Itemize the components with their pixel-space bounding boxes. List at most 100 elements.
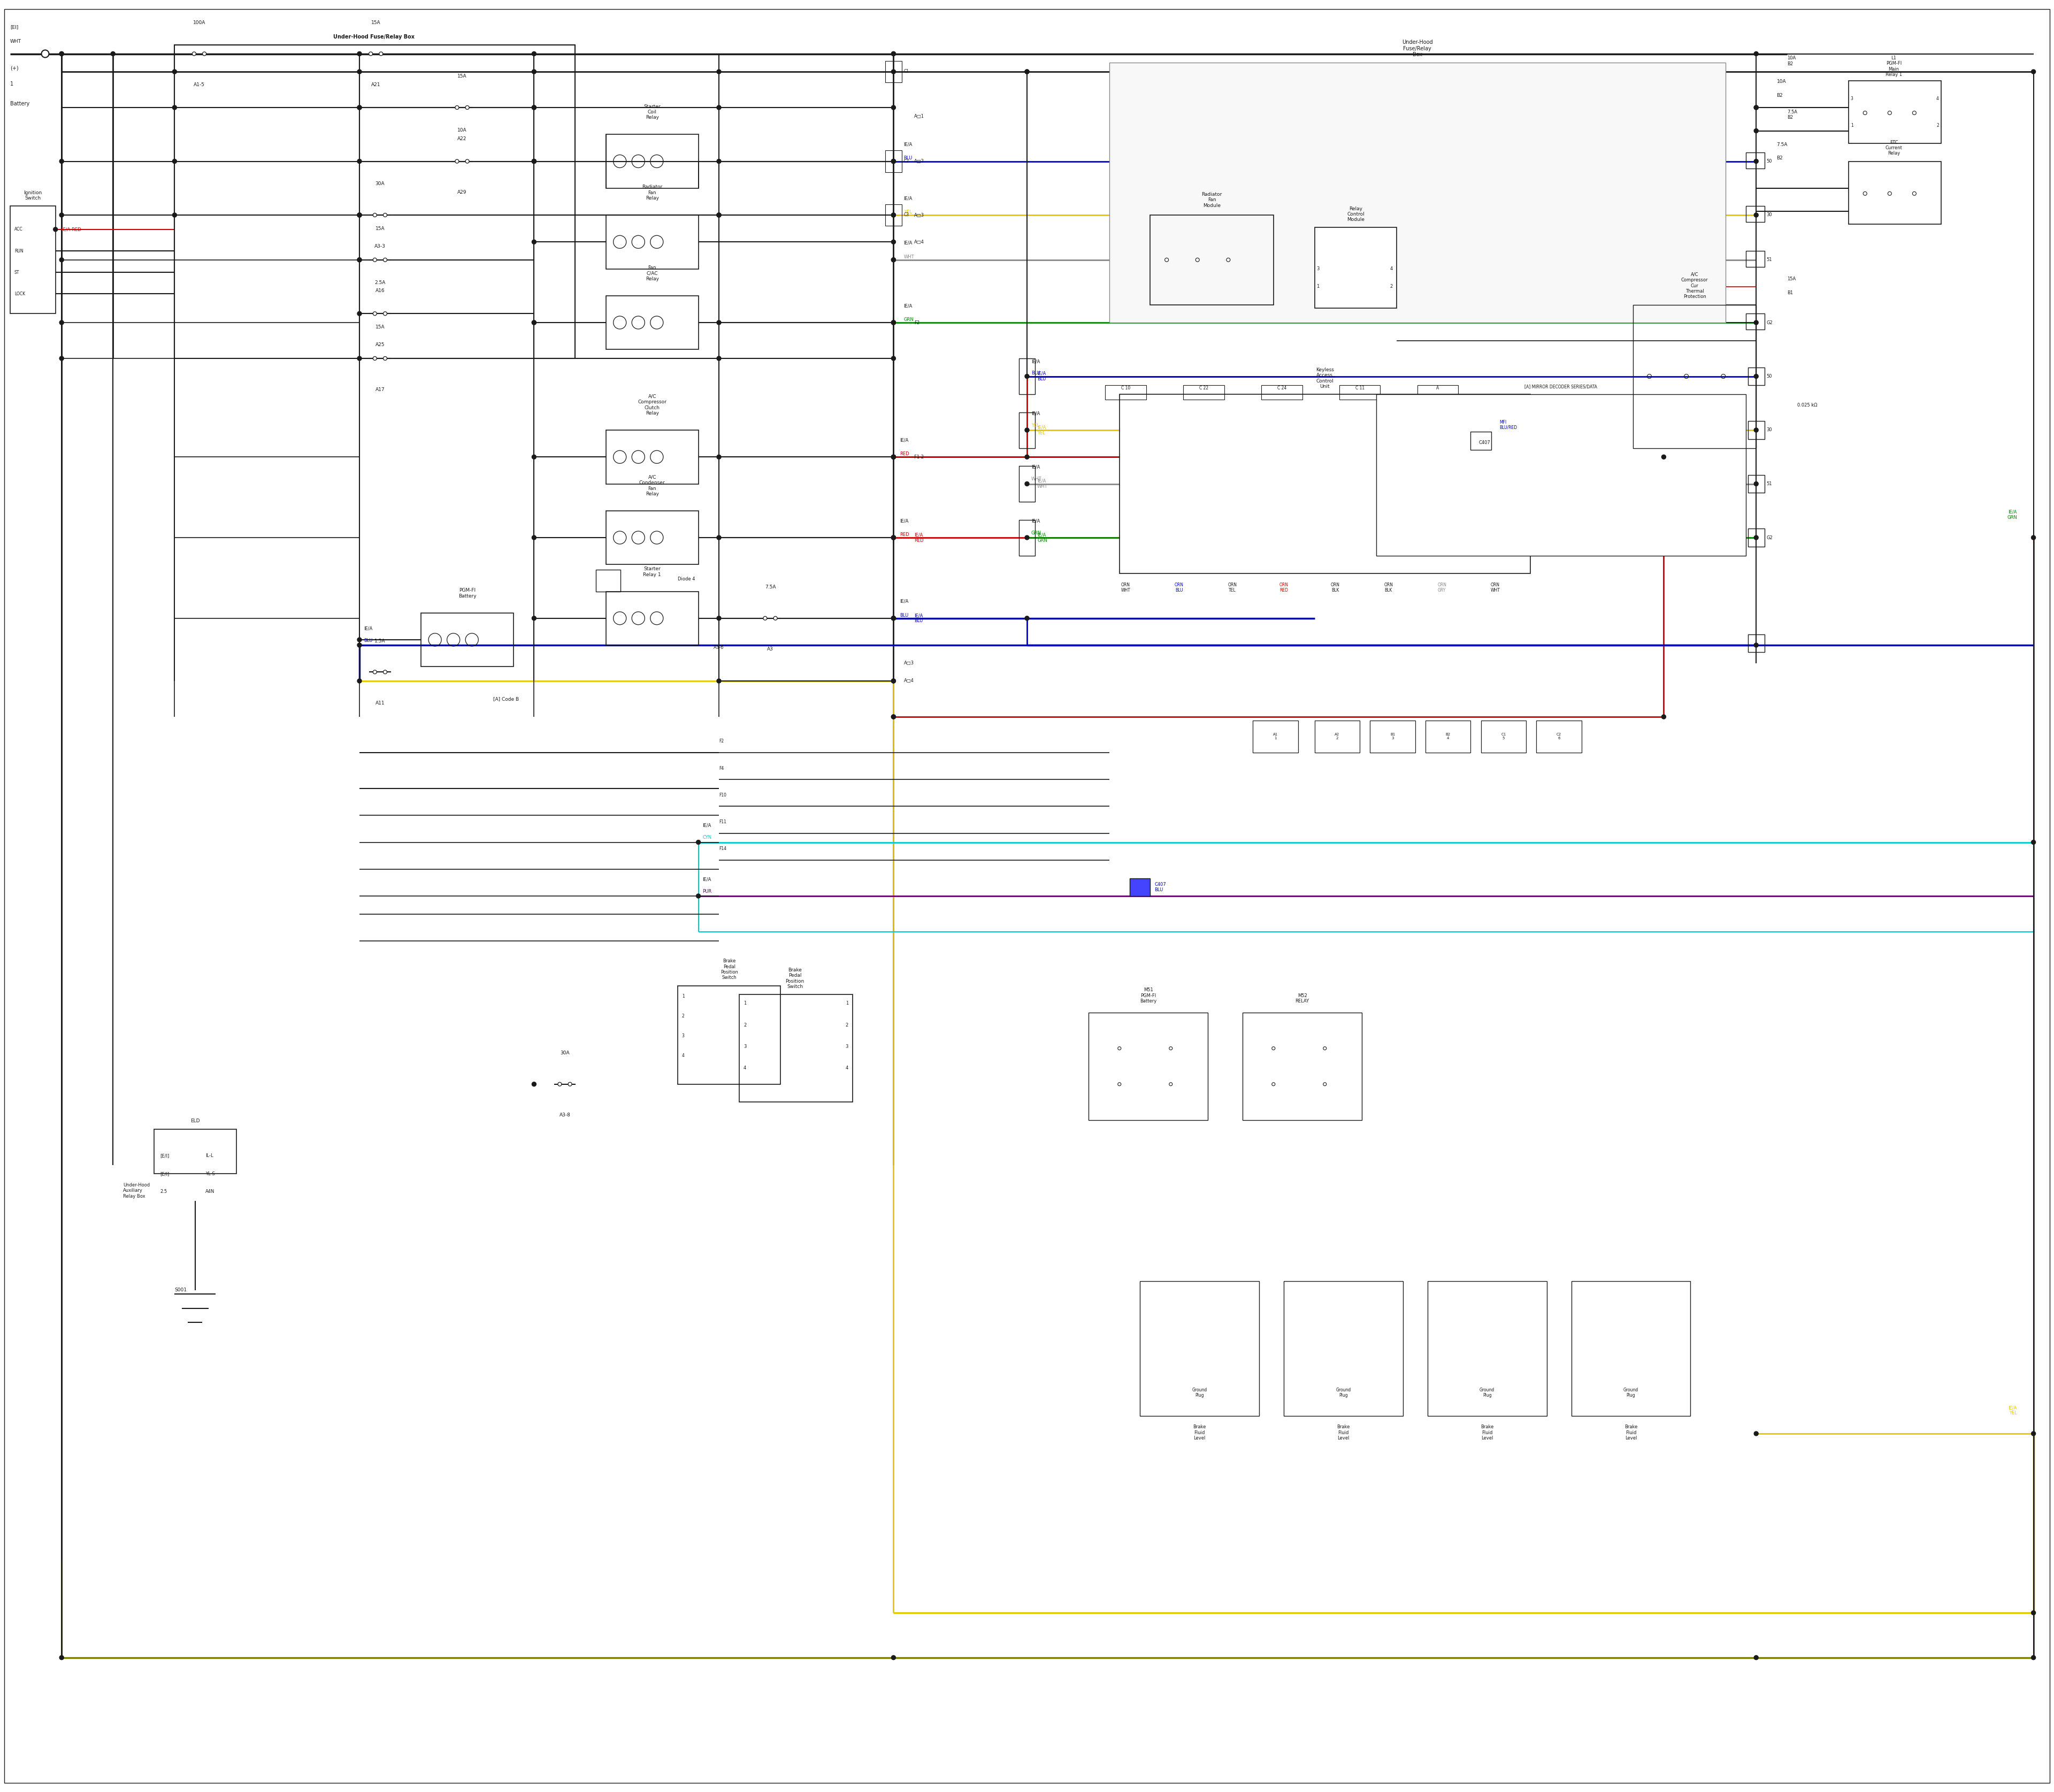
Circle shape [891, 679, 896, 683]
Circle shape [357, 213, 362, 217]
Text: PUR: PUR [702, 889, 711, 894]
Circle shape [696, 840, 700, 844]
Text: 7.5A: 7.5A [1777, 142, 1787, 147]
Circle shape [891, 455, 896, 459]
Circle shape [60, 1656, 64, 1659]
Bar [1019, 520, 1035, 556]
Text: A16: A16 [376, 289, 384, 294]
Circle shape [891, 616, 896, 620]
Text: A□2: A□2 [914, 159, 924, 163]
Text: A□4: A□4 [914, 240, 924, 244]
Circle shape [60, 52, 64, 56]
Text: 4: 4 [744, 1066, 746, 1070]
Bar [1428, 1281, 1547, 1416]
Bar [1849, 81, 1941, 143]
Circle shape [891, 321, 896, 324]
Text: 7.5A
B2: 7.5A B2 [1787, 109, 1797, 120]
Circle shape [891, 258, 896, 262]
Circle shape [891, 616, 896, 620]
Circle shape [357, 159, 362, 163]
Bar [1339, 385, 1380, 400]
Bar [154, 1129, 236, 1174]
Text: C2
6: C2 6 [1557, 733, 1561, 740]
Circle shape [1662, 455, 1666, 459]
Circle shape [384, 258, 386, 262]
Circle shape [891, 536, 896, 539]
Circle shape [357, 258, 362, 262]
Text: A3-6: A3-6 [713, 645, 725, 650]
Text: A3: A3 [766, 647, 774, 652]
Circle shape [532, 106, 536, 109]
Text: RED: RED [900, 532, 910, 538]
Text: 15A: 15A [376, 324, 384, 330]
Text: IE/A
GRN: IE/A GRN [1037, 532, 1048, 543]
Text: 3: 3 [744, 1045, 746, 1048]
Text: IE/A: IE/A [702, 876, 711, 882]
Circle shape [532, 321, 536, 324]
Text: Ground
Plug: Ground Plug [1191, 1387, 1208, 1398]
Bar [885, 204, 902, 226]
Circle shape [357, 357, 362, 360]
Circle shape [891, 715, 896, 719]
Circle shape [357, 679, 362, 683]
Text: A□4: A□4 [904, 679, 914, 683]
Text: WHT: WHT [904, 254, 914, 260]
Text: ORN
BLU: ORN BLU [1175, 582, 1183, 593]
Text: S001: S001 [175, 1288, 187, 1292]
Circle shape [466, 106, 468, 109]
Text: F4: F4 [719, 765, 723, 771]
Text: CYN: CYN [702, 835, 711, 840]
Circle shape [891, 455, 896, 459]
Circle shape [696, 894, 700, 898]
Bar [606, 430, 698, 484]
Circle shape [1754, 106, 1758, 109]
Circle shape [891, 715, 896, 719]
Circle shape [717, 213, 721, 217]
Circle shape [532, 159, 536, 163]
Circle shape [53, 228, 58, 231]
Text: Radiator
Fan
Module: Radiator Fan Module [1202, 192, 1222, 208]
Circle shape [532, 159, 536, 163]
Bar [1370, 720, 1415, 753]
Circle shape [1662, 715, 1666, 719]
Text: 10A: 10A [1777, 79, 1787, 84]
Bar [1748, 529, 1764, 547]
Text: IE/A: IE/A [904, 240, 912, 246]
Circle shape [1754, 643, 1758, 647]
Bar [1019, 466, 1035, 502]
Circle shape [1025, 482, 1029, 486]
Circle shape [891, 455, 896, 459]
Circle shape [717, 159, 721, 163]
Circle shape [466, 159, 468, 163]
Text: 4: 4 [846, 1066, 848, 1070]
Text: 1: 1 [1317, 285, 1319, 289]
Text: A25: A25 [376, 342, 384, 348]
Text: IE/A
RED: IE/A RED [914, 532, 924, 543]
Text: ELD: ELD [191, 1118, 199, 1124]
Text: IE/A: IE/A [1031, 464, 1039, 470]
Text: 30: 30 [1766, 213, 1773, 217]
Circle shape [2031, 1432, 2036, 1435]
Text: B2: B2 [1777, 156, 1783, 161]
Circle shape [717, 70, 721, 73]
Text: ETC
Current
Relay: ETC Current Relay [1886, 140, 1902, 156]
Text: C 11: C 11 [1356, 385, 1364, 391]
Bar [1746, 206, 1764, 222]
Text: A2
2: A2 2 [1335, 733, 1339, 740]
Text: Starter
Coil
Relay: Starter Coil Relay [643, 104, 661, 120]
Text: WHT: WHT [1031, 477, 1041, 482]
Circle shape [173, 213, 177, 217]
Text: YL-S: YL-S [205, 1172, 216, 1176]
Text: RUN: RUN [14, 249, 23, 253]
Bar [1748, 475, 1764, 493]
Text: GRN: GRN [1031, 530, 1041, 536]
Text: ORN
TEL: ORN TEL [1228, 582, 1237, 593]
Bar [1253, 720, 1298, 753]
Circle shape [374, 312, 376, 315]
Text: Brake
Fluid
Level: Brake Fluid Level [1193, 1425, 1206, 1441]
Circle shape [891, 159, 896, 163]
Text: 1: 1 [846, 1002, 848, 1005]
Circle shape [357, 643, 362, 647]
Text: F1 2: F1 2 [914, 455, 924, 459]
Bar [885, 61, 902, 82]
